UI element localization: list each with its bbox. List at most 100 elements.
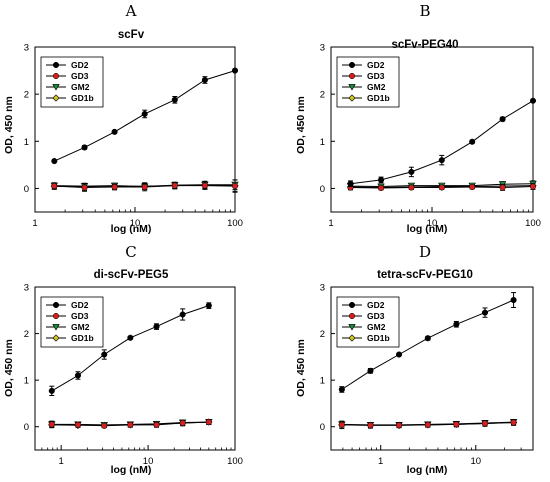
x-axis-label-b: log (nM) [407,223,448,235]
data-point-gd3-d [396,422,403,429]
legend-marker-gd3-b [348,72,356,80]
data-point-gd3-c [205,419,212,426]
data-point-gd2-c [48,387,55,394]
data-point-gd2-a [51,158,58,165]
data-point-gd3-c [127,421,134,428]
x-tick-label-c-1: 1 [59,456,64,467]
legend-box-a [40,56,104,108]
data-point-gd2-c [74,372,82,379]
panel-b: B scFv-PEG40 OD, 450 nm log (nM) 0 1 2 3 1 10… [295,2,541,235]
legend-marks-c [46,301,66,342]
panel-letter-d: D [419,243,431,261]
legend-marker-gd1b-d [348,334,356,342]
data-point-gd3-c [101,422,108,429]
data-point-gd2-a [111,128,118,135]
legend-label-gd1b-b: GD1b [367,93,390,103]
data-point-gd2-b [499,116,506,123]
data-point-gd2-c [153,323,160,330]
x-axis-label-a: log (nM) [111,223,152,235]
data-point-gd3-d [424,421,431,428]
data-point-gd3-c [179,419,186,427]
data-point-gd2-a [201,76,208,84]
panel-title-a: scFv [118,29,145,41]
legend-marker-gd2-c [52,301,60,309]
ticks-a: 0 1 2 3 1 10 100 [24,43,243,230]
y-tick-label-a-0: 0 [24,184,29,195]
data-point-gd2-a [141,110,148,117]
panel-letter-b: B [419,2,430,20]
data-point-gd3-b [378,184,385,192]
legend-label-gm2-d: GM2 [367,322,386,332]
panel-title-d: tetra-scFv-PEG10 [377,269,473,281]
data-point-gd3-b [499,184,506,191]
legend-marker-gd3-d [348,312,356,320]
legend-label-gd2-d: GD2 [367,300,385,310]
y-tick-label-c-1: 1 [24,376,29,387]
legend-label-gd2-a: GD2 [71,60,89,70]
legend-b: GD2 GD3 GM2 GD1b [336,56,400,108]
y-tick-label-b-0: 0 [320,184,325,195]
legend-label-gd2-c: GD2 [71,300,89,310]
panel-a: A scFv OD, 450 nm log (nM) 0 1 2 3 1 10 100 GD… [3,2,243,235]
data-point-gd2-b [469,138,476,145]
legend-marker-gd2-a [52,61,60,69]
legend-marks-b [342,61,362,102]
y-tick-label-d-2: 2 [320,329,325,340]
legend-marker-gd1b-a [52,94,60,102]
y-tick-label-a-2: 2 [24,90,29,101]
panel-title-b: scFv-PEG40 [391,39,458,51]
legend-marker-gd2-d [348,301,356,309]
data-point-gd3-a [171,182,178,189]
data-point-gd2-b [378,176,385,183]
x-tick-label-b-1: 1 [328,218,333,229]
legend-marker-gd1b-b [348,94,356,102]
y-axis-label-d: OD, 450 nm [295,339,307,397]
x-tick-label-d-10: 10 [470,456,481,467]
data-point-gd2-d [510,296,517,304]
legend-label-gm2-a: GM2 [71,82,90,92]
data-point-gd3-a [231,183,239,190]
data-point-gd2-b [347,180,354,187]
legend-marker-gm2-c [52,324,60,331]
data-point-gd2-c [179,311,186,318]
legend-label-gd1b-c: GD1b [71,333,94,343]
y-tick-label-d-0: 0 [320,422,325,433]
legend-marker-gd2-b [348,61,356,69]
legend-a: GD2 GD3 GM2 GD1b [40,56,104,108]
data-point-gd2-b [408,168,415,175]
y-tick-label-a-3: 3 [24,43,29,54]
x-tick-label-c-10: 10 [143,456,154,467]
legend-label-gm2-c: GM2 [71,322,90,332]
data-point-gd3-c [74,421,82,428]
data-point-gd2-b [529,97,537,104]
legend-marks-a [46,61,66,102]
data-point-gd2-d [453,321,460,328]
series-line-gd2-b [350,100,534,185]
y-tick-label-b-2: 2 [320,90,325,101]
marks-b [346,97,537,192]
data-point-gd3-d [367,422,374,429]
panel-d: D tetra-scFv-PEG10 OD, 450 nm log (nM) 0… [295,243,534,476]
data-point-gd2-d [367,367,374,374]
x-tick-label-b-10: 10 [427,218,438,229]
marks-a [50,67,239,193]
legend-c: GD2 GD3 GM2 GD1b [40,296,104,348]
legend-label-gd3-a: GD3 [71,71,89,81]
data-point-gd3-a [201,182,208,189]
data-point-gd3-d [453,421,460,428]
data-point-gd3-a [81,184,88,191]
x-tick-label-c-100: 100 [227,456,243,467]
data-point-gd3-d [481,420,489,427]
x-tick-label-b-100: 100 [525,218,541,229]
y-axis-label-b: OD, 450 nm [295,96,307,154]
legend-marker-gd3-c [52,312,60,320]
x-axis-label-c: log (nM) [111,464,152,476]
legend-label-gm2-b: GM2 [367,82,386,92]
legend-label-gd1b-a: GD1b [71,93,94,103]
legend-marker-gm2-a [52,84,60,91]
data-point-gd2-c [127,334,134,341]
data-point-gd3-a [141,183,148,191]
data-point-gd3-a [111,183,118,191]
legend-marker-gm2-b [348,84,356,91]
